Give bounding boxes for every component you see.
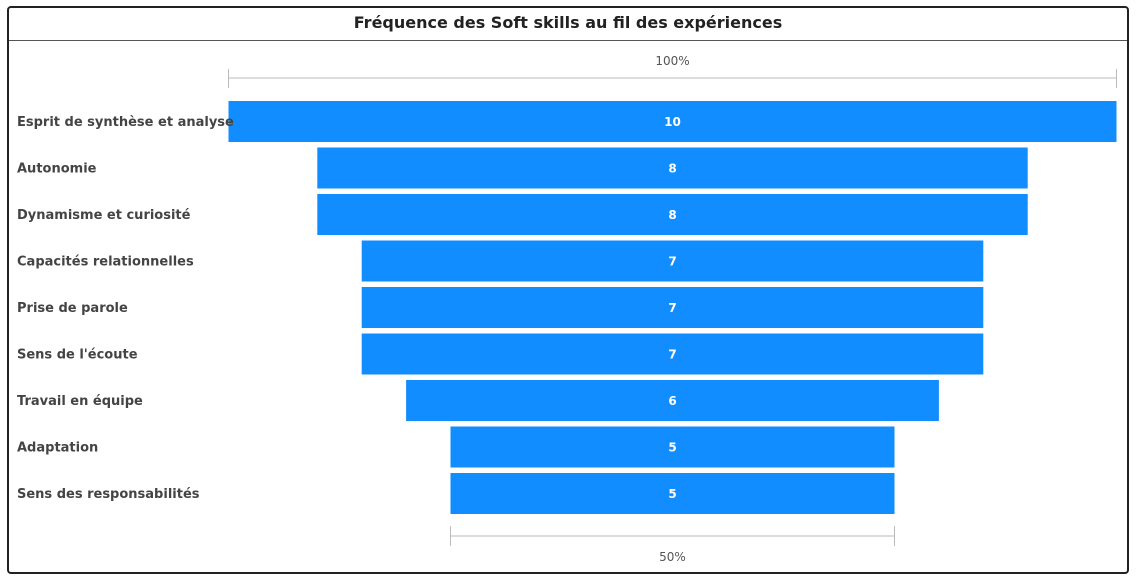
bar-value-label: 5 (668, 441, 676, 455)
funnel-bar[interactable] (450, 473, 895, 514)
bar-value-label: 6 (668, 394, 676, 408)
funnel-bar[interactable] (317, 194, 1028, 235)
bar-value-label: 7 (668, 348, 676, 362)
category-label: Travail en équipe (17, 394, 143, 409)
funnel-bar[interactable] (406, 380, 939, 421)
funnel-bar[interactable] (361, 287, 984, 328)
category-label: Autonomie (17, 162, 97, 177)
top-reference-label: 100% (655, 54, 689, 68)
category-label: Esprit de synthèse et analyse (17, 115, 234, 130)
category-label: Sens des responsabilités (17, 487, 200, 502)
funnel-bar[interactable] (228, 101, 1117, 142)
bar-value-label: 8 (668, 208, 676, 222)
bar-value-label: 7 (668, 301, 676, 315)
category-label: Adaptation (17, 441, 98, 456)
category-label: Dynamisme et curiosité (17, 208, 191, 223)
bar-value-label: 5 (668, 487, 676, 501)
category-label: Capacités relationnelles (17, 255, 194, 270)
funnel-bar[interactable] (317, 147, 1028, 189)
category-label: Sens de l'écoute (17, 348, 138, 363)
category-label: Prise de parole (17, 301, 128, 316)
funnel-bar[interactable] (361, 240, 984, 282)
bottom-reference-label: 50% (659, 550, 686, 564)
funnel-bar[interactable] (450, 426, 895, 468)
chart-title: Fréquence des Soft skills au fil des exp… (9, 8, 1127, 41)
bar-value-label: 8 (668, 162, 676, 176)
funnel-bar[interactable] (361, 333, 984, 375)
bar-value-label: 10 (664, 115, 681, 129)
bar-value-label: 7 (668, 255, 676, 269)
